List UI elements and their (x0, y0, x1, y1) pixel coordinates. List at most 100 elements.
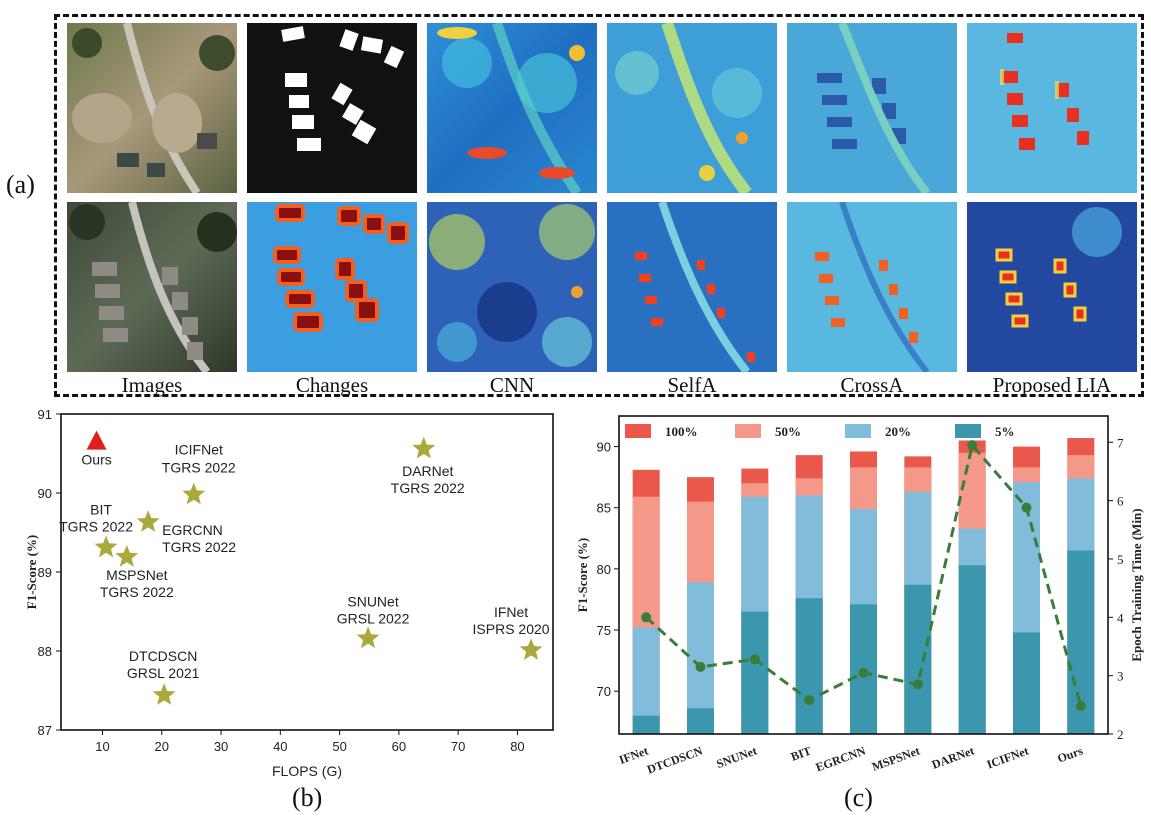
x-tick-label: 60 (392, 739, 406, 754)
panel-label-a: (a) (6, 170, 35, 199)
change-heatmap-row2 (247, 202, 417, 372)
y2-tick-label: 5 (1117, 552, 1124, 567)
x-tick-label-bit: BIT (789, 744, 813, 764)
point-sublabel-icifnet: TGRS 2022 (162, 460, 236, 476)
bar-5pct-bit (795, 598, 823, 734)
point-sublabel-egrcnn: TGRS 2022 (162, 539, 236, 555)
x-tick-label-snunet: SNUNet (714, 744, 758, 772)
y2-tick-label: 2 (1117, 727, 1124, 742)
y-tick-label: 89 (38, 565, 52, 580)
point-marker-ifnet (519, 638, 543, 660)
satellite-image-after (67, 202, 237, 372)
x-tick-label: 40 (273, 739, 287, 754)
point-marker-dtcdscn (152, 683, 176, 705)
x-tick-label-ours: Ours (1055, 743, 1085, 765)
x-tick-label-egrcnn: EGRCNN (814, 743, 868, 774)
y-tick-label: 90 (597, 440, 611, 455)
point-sublabel-ifnet: ISPRS 2020 (473, 621, 550, 637)
x-tick-label-darnet: DARNet (930, 744, 976, 772)
training-time-point-mspsnet (912, 679, 923, 690)
change-mask-image (247, 23, 417, 193)
point-sublabel-snunet: GRSL 2022 (337, 610, 410, 626)
point-marker-darnet (412, 436, 436, 459)
x-tick-label: 80 (510, 739, 524, 754)
x-tick-label: 20 (155, 739, 169, 754)
lia-heatmap-row2 (967, 202, 1137, 372)
x-tick-label: 10 (95, 739, 109, 754)
bar-5pct-dtcdscn (687, 708, 714, 734)
y-tick-label: 91 (38, 407, 52, 422)
column-label-changes: Changes (295, 373, 369, 397)
training-time-point-icifnet (1021, 502, 1032, 513)
point-marker-icifnet (182, 482, 206, 505)
bar-5pct-mspsnet (904, 584, 932, 734)
column-label-crossa: CrossA (840, 373, 904, 397)
x-tick-label-dtcdscn: DTCDSCN (645, 743, 705, 776)
x-tick-label: 30 (214, 739, 228, 754)
point-label-ours: Ours (81, 452, 111, 468)
y2-tick-label: 6 (1117, 494, 1124, 509)
point-sublabel-mspsnet: TGRS 2022 (100, 584, 174, 600)
training-time-point-bit (804, 695, 815, 706)
y-tick-label: 85 (597, 501, 611, 516)
x-tick-label: 50 (332, 739, 346, 754)
point-marker-bit (94, 535, 118, 558)
y2-tick-label: 4 (1117, 610, 1124, 625)
point-label-bit: BIT (90, 502, 112, 518)
crossa-heatmap-row2 (787, 202, 957, 372)
column-label-cnn: CNN (489, 373, 535, 397)
column-label-selfa: SelfA (667, 373, 717, 397)
point-label-snunet: SNUNet (347, 593, 398, 609)
point-label-egrcnn: EGRCNN (162, 522, 223, 538)
y2-tick-label: 7 (1117, 435, 1124, 450)
panel-label-c: (c) (844, 783, 873, 812)
point-label-mspsnet: MSPSNet (106, 567, 168, 583)
selfa-heatmap-row1 (607, 23, 777, 193)
crossa-heatmap-row1 (787, 23, 957, 193)
legend-swatch-5pct (955, 424, 981, 438)
training-time-point-ours (1075, 700, 1086, 711)
y2-axis-label: Epoch Training Time (Min) (1129, 508, 1144, 661)
y2-tick-label: 3 (1117, 669, 1124, 684)
x-tick-label: 70 (451, 739, 465, 754)
bar-5pct-icifnet (1013, 632, 1040, 734)
plot-frame (618, 415, 1109, 735)
point-sublabel-bit: TGRS 2022 (59, 519, 133, 535)
x-axis-label: FLOPS (G) (272, 763, 342, 779)
x-tick-label-mspsnet: MSPSNet (870, 744, 922, 774)
y-tick-label: 70 (597, 684, 611, 699)
x-tick-label-icifnet: ICIFNet (985, 744, 1031, 772)
point-marker-snunet (356, 626, 380, 649)
y-axis-label: F1-Score (%) (24, 535, 39, 609)
lia-heatmap-row1 (967, 23, 1137, 193)
point-label-dtcdscn: DTCDSCN (129, 648, 197, 664)
y-tick-label: 88 (38, 644, 52, 659)
point-label-icifnet: ICIFNet (175, 442, 223, 458)
legend-swatch-100pct (625, 424, 651, 438)
point-sublabel-dtcdscn: GRSL 2021 (127, 665, 200, 681)
training-time-point-ifnet (641, 612, 652, 623)
training-time-point-snunet (749, 654, 760, 665)
bar-5pct-snunet (741, 611, 769, 734)
scatter-chart-flops-vs-f1: 10 20 30 40 50 60 70 80 87 88 89 90 91 FLOPS (G) F1-Sc… (24, 407, 554, 779)
cnn-heatmap-row1 (427, 23, 597, 193)
panel-a-frame (54, 14, 1144, 397)
y-axis-label: F1-Score (%) (575, 538, 590, 612)
point-marker-mspsnet (115, 545, 139, 567)
y-tick-label: 75 (597, 623, 611, 638)
training-time-point-darnet (967, 440, 978, 451)
legend-swatch-50pct (735, 424, 761, 438)
training-time-point-egrcnn (858, 667, 869, 678)
point-sublabel-darnet: TGRS 2022 (391, 480, 465, 496)
panel-label-b: (b) (292, 783, 323, 812)
y-tick-label: 80 (597, 562, 611, 577)
point-label-ifnet: IFNet (494, 604, 528, 620)
legend-label-5pct: 5% (995, 424, 1015, 439)
cnn-heatmap-row2 (427, 202, 597, 372)
column-label-proposed-lia: Proposed LIA (992, 373, 1112, 397)
point-marker-egrcnn (136, 510, 160, 532)
legend-label-20pct: 20% (885, 424, 911, 439)
selfa-heatmap-row2 (607, 202, 777, 372)
point-label-darnet: DARNet (402, 463, 453, 479)
point-marker-ours (86, 430, 107, 450)
